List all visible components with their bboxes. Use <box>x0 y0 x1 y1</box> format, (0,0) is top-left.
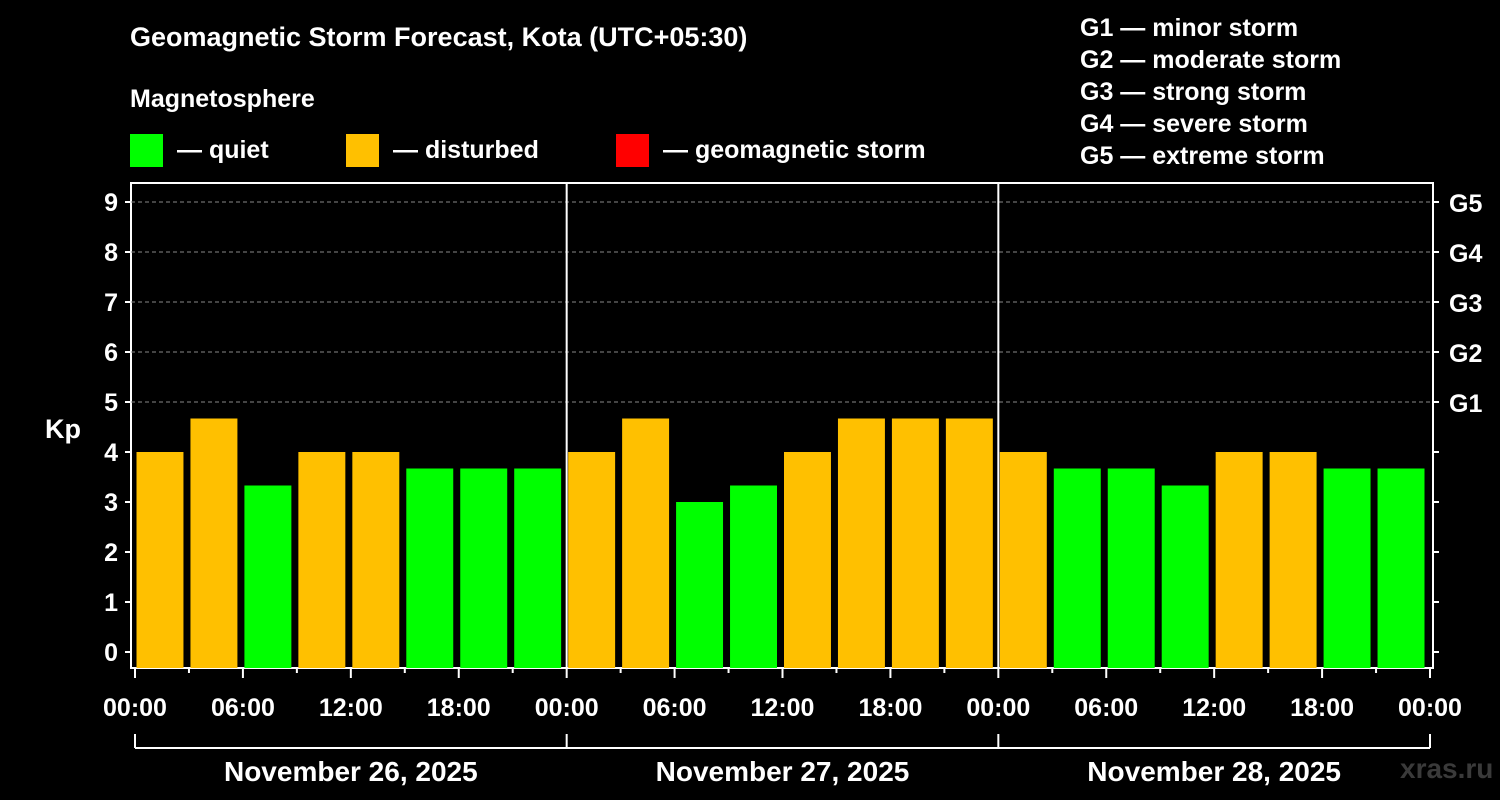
x-tick-label: 18:00 <box>427 694 491 722</box>
kp-bar <box>784 452 831 668</box>
kp-bar <box>1053 468 1101 668</box>
kp-bar <box>676 502 724 668</box>
kp-bar <box>136 452 184 668</box>
day-label: November 27, 2025 <box>656 756 910 787</box>
kp-bar <box>244 485 292 668</box>
x-tick-label: 00:00 <box>1398 694 1462 722</box>
x-tick-label: 18:00 <box>1290 694 1354 722</box>
legend-quiet-label: — quiet <box>177 135 269 164</box>
g-level-g5: G5 — extreme storm <box>1080 142 1325 170</box>
y-tick-label: 6 <box>104 339 118 367</box>
kp-bar <box>190 418 238 668</box>
kp-bar <box>1107 468 1155 668</box>
day-label: November 28, 2025 <box>1087 756 1341 787</box>
y-tick-label: 3 <box>104 489 118 517</box>
legend-storm-swatch <box>616 133 649 167</box>
kp-bar <box>999 452 1047 668</box>
x-tick-label: 12:00 <box>319 694 383 722</box>
kp-bar <box>1161 485 1209 668</box>
x-tick-label: 18:00 <box>858 694 922 722</box>
kp-bar <box>945 418 993 668</box>
g-scale-label: G4 <box>1449 240 1482 268</box>
legend-heading: Magnetosphere <box>130 85 315 113</box>
y-axis-label: Kp <box>45 414 81 444</box>
x-tick-label: 12:00 <box>1182 694 1246 722</box>
legend-quiet-swatch <box>130 133 163 167</box>
kp-bar <box>352 452 400 668</box>
g-level-legend: G1 — minor storm G2 — moderate storm G3 … <box>1080 12 1341 172</box>
y-tick-label: 0 <box>104 639 118 667</box>
kp-bar <box>1323 468 1371 668</box>
x-tick-label: 00:00 <box>535 694 599 722</box>
kp-bar <box>1269 452 1317 668</box>
legend-storm-label: — geomagnetic storm <box>663 135 926 164</box>
g-level-g1: G1 — minor storm <box>1080 14 1299 42</box>
kp-bar <box>837 418 885 668</box>
legend-disturbed: — disturbed <box>346 133 539 167</box>
y-tick-label: 1 <box>104 589 118 617</box>
y-tick-label: 2 <box>104 539 118 567</box>
legend-disturbed-swatch <box>346 133 379 167</box>
kp-bar <box>1215 452 1263 668</box>
kp-bar <box>460 468 508 668</box>
g-scale-label: G1 <box>1449 390 1482 418</box>
day-label: November 26, 2025 <box>224 756 478 787</box>
watermark: xras.ru <box>1400 753 1494 784</box>
x-tick-label: 00:00 <box>966 694 1030 722</box>
kp-bar <box>891 418 939 668</box>
g-level-g3: G3 — strong storm <box>1080 78 1307 106</box>
x-tick-label: 06:00 <box>211 694 275 722</box>
kp-bar <box>568 452 616 668</box>
g-level-g4: G4 — severe storm <box>1080 110 1308 138</box>
g-scale-label: G3 <box>1449 290 1482 318</box>
kp-bar <box>406 468 454 668</box>
x-tick-label: 00:00 <box>103 694 167 722</box>
kp-bar <box>1377 468 1425 668</box>
y-tick-label: 4 <box>104 439 118 467</box>
legend-storm: — geomagnetic storm <box>616 133 926 167</box>
kp-bar <box>514 468 562 668</box>
y-tick-label: 8 <box>104 239 118 267</box>
g-scale-label: G2 <box>1449 340 1482 368</box>
kp-bar <box>622 418 670 668</box>
y-tick-label: 7 <box>104 289 118 317</box>
y-tick-label: 5 <box>104 389 118 417</box>
legend-disturbed-label: — disturbed <box>393 135 539 164</box>
chart-title: Geomagnetic Storm Forecast, Kota (UTC+05… <box>130 22 748 52</box>
x-tick-label: 06:00 <box>1074 694 1138 722</box>
g-level-g2: G2 — moderate storm <box>1080 46 1342 74</box>
g-scale-label: G5 <box>1449 190 1482 218</box>
legend-quiet: — quiet <box>130 133 269 167</box>
x-tick-label: 12:00 <box>751 694 815 722</box>
x-tick-label: 06:00 <box>643 694 707 722</box>
y-tick-label: 9 <box>104 189 118 217</box>
kp-bar <box>298 452 346 668</box>
kp-bar <box>730 485 777 668</box>
